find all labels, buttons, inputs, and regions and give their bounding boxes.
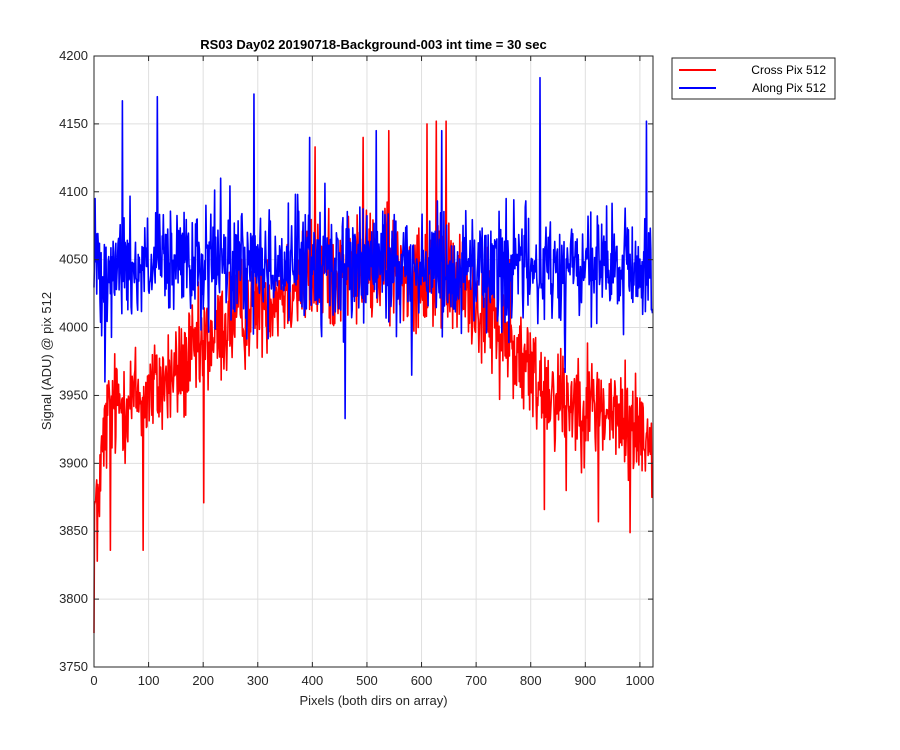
y-tick-label: 3950 — [59, 387, 88, 402]
legend: Cross Pix 512 Along Pix 512 — [671, 57, 836, 100]
y-tick-label: 3900 — [59, 455, 88, 470]
legend-label-cross: Cross Pix 512 — [751, 63, 826, 77]
x-tick-label: 600 — [411, 673, 433, 688]
y-tick-label: 4100 — [59, 184, 88, 199]
series-line-along-pix-512 — [93, 76, 654, 420]
plot-area — [94, 56, 653, 667]
x-tick-label: 400 — [302, 673, 324, 688]
y-tick-label: 4200 — [59, 48, 88, 63]
y-tick-label: 3800 — [59, 591, 88, 606]
x-tick-label: 100 — [138, 673, 160, 688]
x-tick-label: 700 — [465, 673, 487, 688]
series-layer — [93, 76, 654, 634]
x-tick-label: 0 — [90, 673, 97, 688]
x-tick-label: 800 — [520, 673, 542, 688]
x-axis-label: Pixels (both dirs on array) — [299, 693, 447, 708]
legend-label-along: Along Pix 512 — [752, 81, 826, 95]
legend-box — [671, 57, 836, 100]
y-tick-label: 3850 — [59, 523, 88, 538]
x-tick-label: 500 — [356, 673, 378, 688]
x-tick-label: 200 — [192, 673, 214, 688]
y-tick-label: 3750 — [59, 659, 88, 674]
ticks: 0 100 200 300 400 500 600 700 800 900 1000 3750 3800… — [59, 48, 654, 688]
x-tick-label: 900 — [574, 673, 596, 688]
x-tick-label: 1000 — [625, 673, 654, 688]
y-axis-label: Signal (ADU) @ pix 512 — [39, 292, 54, 430]
y-tick-label: 4050 — [59, 252, 88, 267]
x-tick-label: 300 — [247, 673, 269, 688]
y-tick-label: 4150 — [59, 116, 88, 131]
y-tick-label: 4000 — [59, 320, 88, 335]
chart-title: RS03 Day02 20190718-Background-003 int t… — [200, 37, 547, 52]
plot-frame — [93, 55, 654, 668]
